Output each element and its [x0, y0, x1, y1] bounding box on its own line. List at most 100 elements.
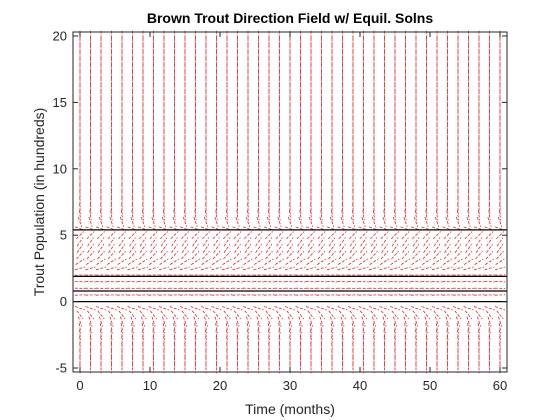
field-segment	[284, 226, 296, 231]
field-segment	[475, 231, 483, 240]
field-segment	[341, 210, 344, 221]
field-segment	[496, 237, 504, 247]
field-segment	[348, 258, 358, 265]
field-segment	[247, 329, 249, 341]
field-segment	[131, 203, 134, 214]
field-segment	[128, 310, 137, 320]
field-segment	[120, 316, 124, 327]
field-segment	[236, 329, 239, 341]
field-segment	[404, 203, 407, 214]
field-segment	[194, 203, 197, 214]
field-segment	[362, 329, 365, 341]
field-segment	[454, 231, 462, 240]
field-segment	[444, 243, 451, 253]
field-segment	[194, 322, 197, 334]
field-segment	[296, 310, 305, 320]
field-segment	[213, 243, 220, 253]
field-segment	[328, 310, 336, 320]
field-segment	[211, 266, 222, 271]
field-segment	[320, 210, 323, 221]
field-segment	[127, 258, 138, 265]
field-segment	[464, 231, 473, 240]
field-segment	[431, 226, 443, 231]
field-segment	[467, 336, 470, 347]
field-segment	[268, 329, 270, 341]
field-segment	[330, 210, 334, 221]
field-segment	[337, 266, 348, 271]
field-segment	[212, 251, 221, 260]
field-segment	[274, 306, 285, 311]
field-segment	[487, 216, 492, 227]
field-segment	[107, 231, 116, 240]
field-segment	[95, 266, 107, 271]
field-segment	[497, 216, 503, 227]
field-segment	[89, 329, 92, 341]
chart-title: Brown Trout Direction Field w/ Equil. So…	[147, 10, 433, 26]
field-segment	[414, 210, 418, 221]
field-segment	[139, 310, 147, 320]
field-segment	[368, 266, 380, 271]
field-segment	[274, 266, 285, 271]
field-segment	[317, 310, 326, 320]
field-segment	[496, 251, 504, 260]
field-segment	[131, 336, 134, 347]
field-segment	[108, 237, 115, 247]
field-segment	[211, 306, 222, 311]
field-segment	[478, 336, 480, 347]
field-segment	[467, 210, 470, 221]
field-segment	[232, 280, 243, 283]
field-segment	[152, 336, 155, 347]
field-segment	[421, 266, 432, 271]
field-segment	[454, 251, 462, 260]
field-segment	[85, 266, 96, 271]
field-segment	[223, 243, 231, 253]
field-segment	[455, 216, 461, 227]
y-axis-label: Trout Population (in hundreds)	[31, 108, 47, 297]
field-segment	[235, 216, 240, 227]
field-segment	[180, 258, 190, 265]
field-segment	[328, 251, 336, 260]
field-segment	[318, 237, 325, 247]
field-segment	[277, 216, 282, 227]
field-segment	[193, 216, 198, 227]
field-segment	[298, 316, 303, 327]
field-segment	[412, 231, 420, 240]
field-segment	[412, 243, 420, 253]
field-segment	[265, 251, 273, 260]
field-segment	[139, 251, 147, 260]
field-segment	[86, 251, 95, 260]
field-segment	[148, 226, 159, 231]
field-segment	[310, 329, 312, 341]
field-segment	[234, 243, 241, 253]
field-segment	[295, 266, 306, 271]
field-segment	[119, 216, 125, 227]
field-segment	[349, 251, 357, 260]
field-segment	[244, 251, 252, 260]
x-tick-label: 20	[213, 378, 227, 393]
field-segment	[89, 336, 92, 347]
field-segment	[331, 203, 333, 214]
field-segment	[202, 310, 210, 320]
field-segment	[263, 226, 275, 231]
x-axis-ticks: 0 10 20 30 40 50 60	[76, 32, 507, 393]
field-segment	[456, 322, 460, 334]
field-segment	[296, 251, 305, 260]
field-segment	[242, 226, 254, 231]
field-segment	[452, 306, 464, 311]
field-segment	[95, 306, 107, 311]
field-segment	[299, 203, 302, 214]
field-segment	[257, 329, 260, 341]
field-segment	[236, 336, 239, 347]
field-segment	[88, 316, 93, 327]
field-segment	[358, 280, 369, 283]
field-segment	[305, 226, 317, 231]
field-segment	[452, 266, 464, 271]
field-segment	[401, 231, 410, 240]
field-segment	[478, 203, 480, 214]
field-segment	[232, 258, 243, 265]
field-segment	[106, 280, 117, 283]
field-segment	[305, 280, 317, 283]
field-segment	[404, 336, 407, 347]
field-segment	[307, 310, 315, 320]
field-segment	[379, 226, 390, 231]
